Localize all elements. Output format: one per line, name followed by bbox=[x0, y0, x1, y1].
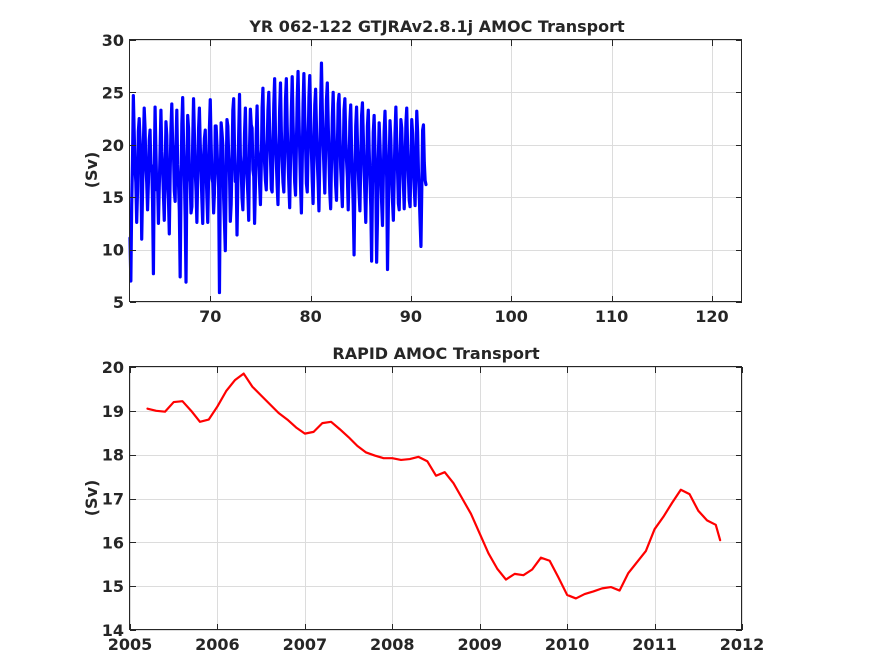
chart-top-ytick-label: 30 bbox=[102, 31, 124, 50]
chart-bottom: RAPID AMOC Transport 2005 2006 2007 2008 200… bbox=[82, 344, 764, 654]
chart-top-ytick-label: 5 bbox=[113, 293, 124, 312]
chart-bottom-ytick-label: 16 bbox=[102, 533, 124, 552]
chart-bottom-ticks: 2005 2006 2007 2008 2009 2010 2011 2012 14 15 16 17… bbox=[102, 358, 765, 654]
chart-top-ticks: 70 80 90 100 110 120 5 10 15 20 25 30 bbox=[102, 31, 742, 326]
chart-top: YR 062-122 GTJRAv2.8.1j AMOC Transport 7… bbox=[82, 17, 742, 326]
chart-bottom-title: RAPID AMOC Transport bbox=[332, 344, 540, 363]
chart-bottom-xtick-label: 2011 bbox=[632, 635, 677, 654]
chart-bottom-ytick-label: 15 bbox=[102, 577, 124, 596]
chart-top-ytick-label: 10 bbox=[102, 241, 124, 260]
chart-top-title: YR 062-122 GTJRAv2.8.1j AMOC Transport bbox=[248, 17, 625, 36]
chart-top-ytick-label: 25 bbox=[102, 83, 124, 102]
chart-bottom-xtick-label: 2012 bbox=[720, 635, 765, 654]
chart-bottom-xtick-label: 2007 bbox=[283, 635, 328, 654]
chart-bottom-xtick-label: 2010 bbox=[545, 635, 590, 654]
chart-bottom-ytick-label: 18 bbox=[102, 446, 124, 465]
chart-bottom-xtick-label: 2006 bbox=[195, 635, 240, 654]
chart-bottom-xtick-label: 2008 bbox=[370, 635, 415, 654]
chart-top-ylabel: (Sv) bbox=[82, 152, 101, 189]
chart-top-frame bbox=[129, 39, 742, 302]
chart-top-ytick-label: 15 bbox=[102, 188, 124, 207]
chart-top-series-line bbox=[128, 61, 428, 295]
chart-top-ytick-label: 20 bbox=[102, 136, 124, 155]
chart-top-grid bbox=[130, 40, 742, 303]
chart-bottom-xtick-label: 2009 bbox=[457, 635, 502, 654]
chart-bottom-ytick-label: 20 bbox=[102, 358, 124, 377]
chart-top-xtick-label: 100 bbox=[495, 307, 528, 326]
chart-bottom-ylabel: (Sv) bbox=[82, 480, 101, 517]
chart-top-xtick-label: 70 bbox=[199, 307, 221, 326]
chart-bottom-line bbox=[146, 372, 722, 600]
chart-bottom-ytick-label: 14 bbox=[102, 621, 124, 640]
chart-top-xtick-label: 110 bbox=[595, 307, 628, 326]
chart-top-xtick-label: 120 bbox=[695, 307, 728, 326]
chart-bottom-frame bbox=[129, 366, 742, 630]
chart-bottom-grid bbox=[130, 367, 743, 631]
chart-bottom-xtick-label: 2005 bbox=[108, 635, 153, 654]
chart-top-xtick-label: 80 bbox=[299, 307, 321, 326]
chart-top-line bbox=[128, 61, 428, 295]
chart-bottom-ytick-label: 17 bbox=[102, 490, 124, 509]
chart-top-xtick-label: 90 bbox=[400, 307, 422, 326]
chart-bottom-ytick-label: 19 bbox=[102, 402, 124, 421]
chart-bottom-series-line bbox=[146, 372, 722, 600]
